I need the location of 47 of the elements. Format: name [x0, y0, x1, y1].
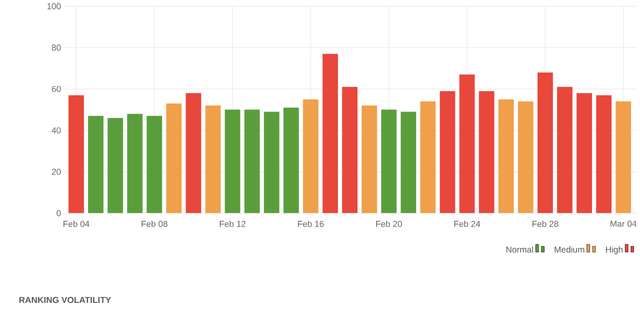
bar	[381, 109, 397, 213]
y-tick-label: 20	[52, 168, 61, 175]
bar	[518, 101, 534, 213]
bar	[146, 116, 162, 213]
x-tick-label: Feb 04	[64, 220, 90, 227]
legend-label: Medium	[554, 246, 584, 252]
bar	[400, 112, 416, 213]
bar	[440, 90, 456, 213]
bar	[420, 101, 436, 213]
bar	[322, 54, 338, 213]
y-tick-label: 60	[52, 86, 61, 92]
bar	[88, 116, 104, 213]
bar	[166, 103, 182, 213]
legend-label: Normal	[506, 246, 533, 252]
bar	[108, 118, 124, 213]
bar	[244, 109, 260, 213]
y-tick-label: 100	[47, 2, 61, 10]
bar	[362, 105, 378, 213]
bar	[576, 92, 592, 213]
bar	[224, 109, 240, 213]
y-tick-label: 40	[52, 127, 61, 134]
x-tick-label: Feb 16	[298, 220, 324, 227]
bar	[596, 94, 612, 213]
bar	[186, 92, 202, 213]
bar	[264, 112, 280, 213]
bar	[205, 105, 221, 213]
x-tick-label: Feb 08	[142, 220, 168, 227]
x-tick-label: Feb 28	[532, 220, 558, 227]
bar	[127, 114, 143, 213]
bar	[303, 99, 318, 213]
bar	[478, 90, 494, 213]
text: RANKING VOLATILITY	[19, 296, 112, 303]
x-tick-label: Mar 04	[610, 220, 637, 227]
bar	[498, 99, 514, 213]
bar	[538, 72, 553, 213]
bar	[68, 94, 84, 213]
x-tick-label: Feb 12	[220, 220, 246, 227]
bar	[283, 107, 299, 213]
bar	[616, 101, 632, 213]
bar	[557, 86, 572, 213]
legend-label: High	[606, 246, 622, 254]
x-tick-label: Feb 24	[454, 220, 480, 227]
bar	[459, 74, 475, 213]
bar	[342, 86, 358, 213]
y-tick-label: 0	[56, 210, 61, 216]
y-tick-label: 80	[52, 44, 61, 50]
x-tick-label: Feb 20	[376, 220, 402, 227]
